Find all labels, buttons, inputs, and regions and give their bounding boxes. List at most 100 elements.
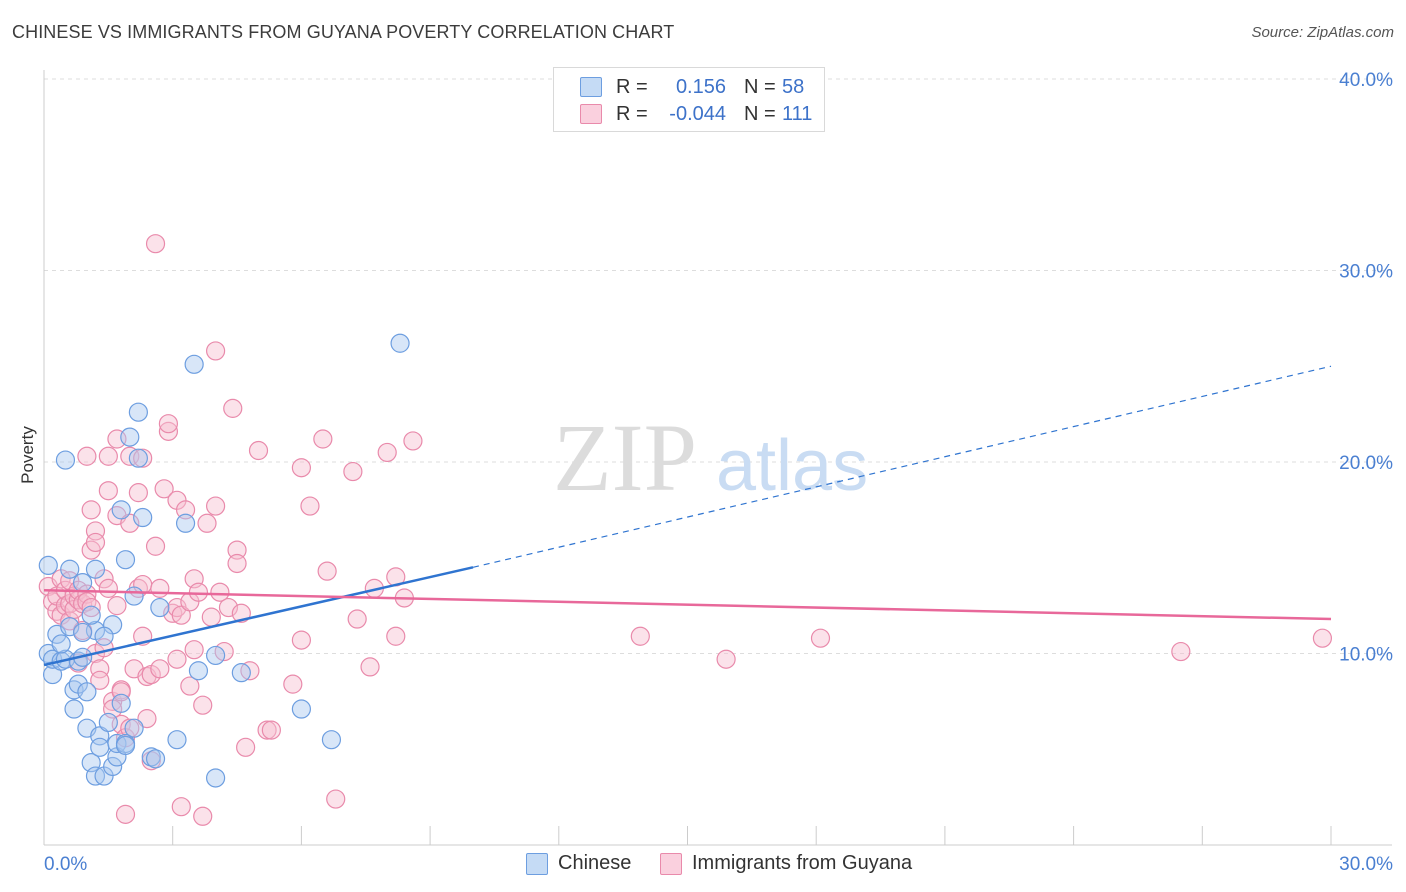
point-chinese: [188, 661, 209, 681]
legend-swatch-guyana: [580, 104, 602, 124]
y-tick-label: 10.0%: [1339, 645, 1393, 666]
point-chinese: [60, 559, 80, 579]
point-chinese: [77, 682, 97, 702]
point-guyana: [227, 553, 247, 574]
point-chinese: [64, 699, 84, 719]
point-guyana: [184, 640, 204, 660]
point-chinese: [85, 559, 106, 579]
legend-swatch-chinese: [580, 77, 602, 97]
point-chinese: [206, 768, 226, 788]
point-guyana: [291, 630, 311, 650]
point-guyana: [115, 804, 136, 824]
point-guyana: [171, 605, 191, 625]
point-chinese: [115, 735, 136, 756]
point-chinese: [98, 712, 118, 733]
point-chinese: [111, 500, 131, 520]
point-guyana: [180, 676, 200, 696]
legend-row-chinese: R = 0.156 N = 58: [580, 74, 804, 100]
point-guyana: [236, 737, 256, 757]
point-guyana: [193, 806, 213, 826]
point-guyana: [343, 461, 363, 482]
y-axis-title: Poverty: [18, 426, 37, 484]
point-guyana: [167, 649, 187, 669]
point-chinese: [124, 586, 144, 606]
point-guyana: [206, 341, 226, 361]
point-guyana: [133, 448, 153, 468]
y-tick-label: 30.0%: [1339, 262, 1393, 283]
point-guyana: [137, 709, 157, 729]
point-guyana: [188, 582, 209, 602]
legend-n-label: N =: [744, 102, 776, 125]
point-chinese: [231, 663, 251, 683]
point-chinese: [90, 737, 110, 757]
point-guyana: [81, 500, 101, 520]
point-chinese: [175, 513, 196, 533]
y-tick-label: 20.0%: [1339, 453, 1393, 474]
point-guyana: [85, 532, 106, 553]
point-guyana: [386, 626, 406, 646]
point-guyana: [60, 611, 80, 631]
point-chinese: [128, 448, 148, 468]
legend-r-label: R =: [616, 75, 648, 98]
point-guyana: [98, 446, 118, 466]
point-guyana: [248, 440, 269, 461]
point-chinese: [94, 626, 114, 646]
chart-title: CHINESE VS IMMIGRANTS FROM GUYANA POVERT…: [12, 22, 675, 42]
point-guyana: [300, 496, 320, 516]
point-guyana: [98, 578, 118, 598]
point-guyana: [283, 674, 303, 694]
x-tick-labels: 0.0% 30.0%: [44, 854, 1393, 875]
bottom-legend-swatch-chinese: [526, 852, 548, 875]
point-guyana: [1312, 628, 1333, 648]
point-chinese: [103, 756, 123, 777]
trend-line-chinese-extrapolated: [472, 365, 1332, 568]
point-chinese: [81, 605, 101, 625]
point-guyana: [128, 483, 148, 503]
point-guyana: [317, 561, 337, 581]
legend-r-label: R =: [616, 102, 648, 125]
legend-n-value: 58: [782, 75, 805, 98]
point-chinese: [390, 333, 410, 353]
y-tick-label: 40.0%: [1339, 70, 1393, 91]
point-guyana: [175, 500, 196, 520]
point-guyana: [261, 720, 281, 740]
point-guyana: [158, 414, 179, 434]
legend-row-guyana: R = -0.044 N = 111: [580, 101, 812, 127]
point-guyana: [85, 521, 106, 541]
legend-n-value: 111: [782, 102, 813, 125]
point-chinese: [150, 597, 170, 618]
trend-lines: [43, 365, 1332, 667]
point-guyana: [291, 458, 311, 478]
point-chinese: [55, 450, 76, 470]
y-tick-labels: 10.0% 20.0% 30.0% 40.0%: [1339, 70, 1393, 666]
source-label: Source: ZipAtlas.com: [1251, 24, 1394, 41]
point-guyana: [145, 234, 166, 254]
point-chinese: [73, 573, 93, 593]
point-guyana: [81, 597, 101, 618]
point-guyana: [171, 797, 191, 817]
bottom-legend-label-guyana: Immigrants from Guyana: [692, 852, 913, 874]
point-chinese: [124, 718, 144, 738]
point-chinese: [291, 699, 311, 719]
point-guyana: [313, 429, 333, 449]
legend-r-value: -0.044: [669, 102, 726, 125]
point-guyana: [210, 582, 230, 602]
point-chinese: [38, 555, 58, 576]
point-guyana: [150, 578, 170, 598]
point-chinese: [321, 730, 342, 750]
point-chinese: [73, 622, 93, 643]
point-guyana: [403, 431, 423, 451]
series-guyana-points: [38, 234, 1333, 826]
point-guyana: [810, 628, 831, 648]
point-guyana: [326, 789, 346, 809]
gridlines: [44, 78, 1392, 654]
point-guyana: [90, 659, 110, 679]
point-chinese: [167, 730, 187, 750]
x-tick-label: 30.0%: [1339, 854, 1393, 875]
watermark-atlas: atlas: [716, 426, 868, 506]
axes: [43, 70, 1392, 846]
point-guyana: [347, 609, 367, 629]
series-chinese-points: [38, 333, 410, 788]
point-guyana: [77, 446, 97, 466]
